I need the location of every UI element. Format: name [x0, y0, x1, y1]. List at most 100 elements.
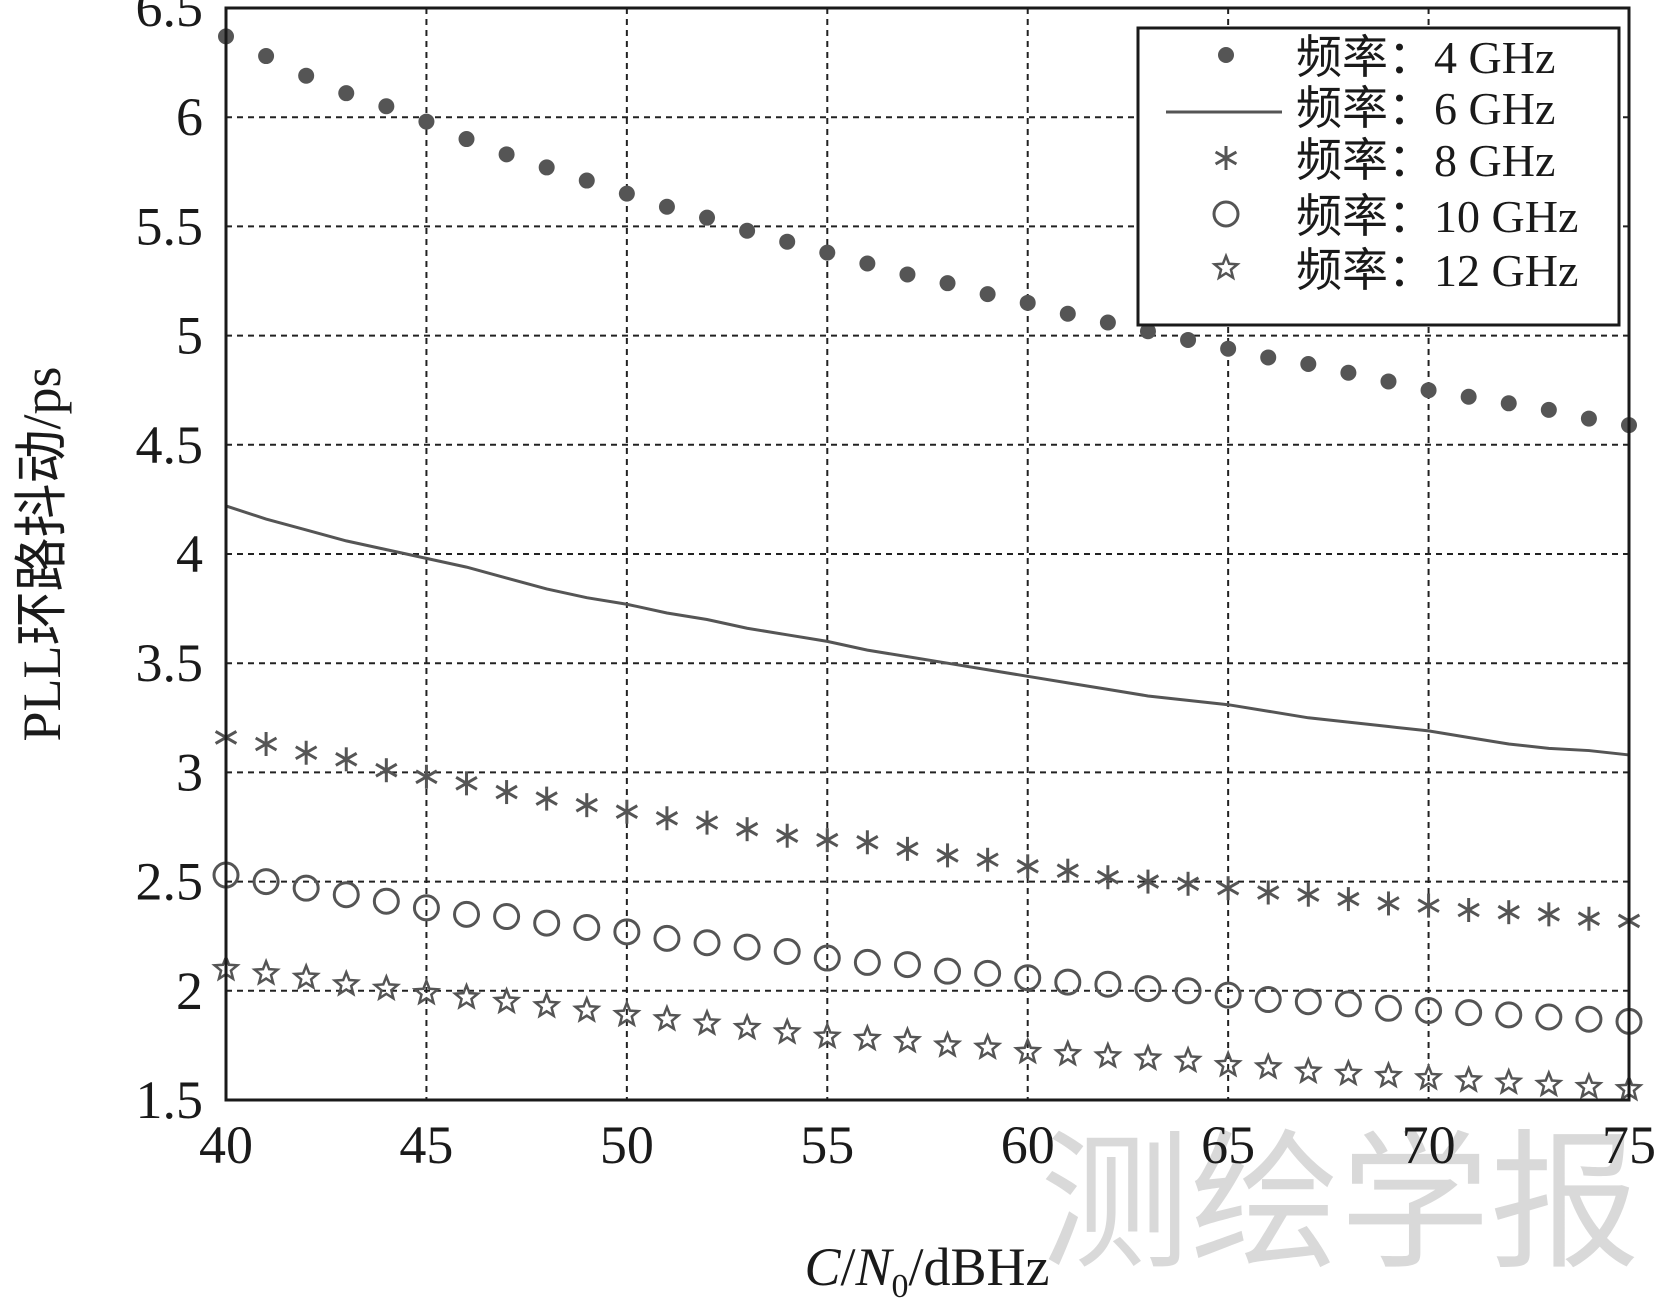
data-point: [1580, 410, 1597, 427]
series-line: [225, 504, 1630, 757]
y-axis-title: PLL环路抖动/ps: [12, 366, 72, 741]
data-point: [936, 843, 959, 868]
data-point: [575, 793, 598, 818]
data-point: [412, 894, 440, 922]
data-point: [893, 951, 921, 979]
data-point: [613, 918, 641, 946]
x-axis-title-subscript: 0: [892, 1268, 909, 1305]
data-point: [1019, 294, 1036, 311]
data-point: [1413, 1062, 1444, 1091]
data-point: [655, 806, 679, 831]
data-point: [1377, 891, 1400, 916]
data-point: [418, 113, 435, 130]
legend-entry-2: 频率：8 GHz: [1214, 135, 1555, 186]
data-point: [852, 1023, 883, 1052]
data-point: [1577, 906, 1601, 931]
data-point: [292, 874, 320, 902]
data-point: [939, 275, 956, 292]
series-3: [212, 861, 1643, 1035]
legend-swatch: [1218, 47, 1234, 63]
data-point: [1535, 1003, 1563, 1031]
data-point: [411, 977, 442, 1006]
data-point: [1059, 305, 1076, 322]
data-point: [1180, 331, 1197, 348]
legend-label: 频率：12 GHz: [1296, 245, 1578, 296]
data-point: [976, 847, 999, 872]
data-point: [538, 159, 555, 176]
data-point: [1096, 865, 1120, 890]
data-point: [1054, 968, 1082, 996]
data-point: [1457, 897, 1480, 922]
data-point: [372, 887, 400, 915]
data-point: [1133, 1043, 1163, 1071]
data-point: [816, 828, 839, 853]
data-point: [1297, 882, 1320, 907]
data-point: [1094, 970, 1122, 998]
series-4: [211, 953, 1644, 1102]
data-point: [572, 995, 602, 1023]
legend-label: 频率：4 GHz: [1296, 32, 1555, 83]
data-point: [1373, 1060, 1404, 1089]
data-point: [491, 986, 522, 1015]
data-point: [331, 968, 361, 997]
data-point: [453, 900, 481, 928]
data-point: [295, 740, 318, 765]
legend-label: 频率：6 GHz: [1296, 83, 1555, 134]
data-point: [1337, 887, 1360, 912]
data-point: [1136, 869, 1160, 894]
x-tick-label: 50: [600, 1115, 654, 1175]
data-point: [1176, 871, 1200, 896]
data-point: [695, 810, 719, 835]
data-point: [1260, 349, 1277, 366]
data-point: [773, 937, 801, 965]
data-point: [1460, 388, 1477, 405]
data-point: [1173, 1045, 1203, 1074]
legend-label: 频率：8 GHz: [1296, 135, 1555, 186]
legend-entry-0: 频率：4 GHz: [1218, 32, 1555, 83]
data-point: [1134, 975, 1162, 1003]
x-tick-label: 70: [1402, 1115, 1456, 1175]
data-point: [772, 1016, 802, 1045]
data-point: [819, 244, 836, 261]
y-tick-label: 3: [176, 742, 203, 802]
x-axis-title: C/N0/dBHz: [804, 1237, 1049, 1305]
data-point: [615, 799, 638, 824]
data-point: [972, 1032, 1003, 1061]
data-point: [1056, 858, 1079, 883]
data-point: [535, 786, 558, 811]
data-point: [735, 817, 759, 842]
data-point: [1214, 981, 1242, 1009]
data-point: [1420, 382, 1437, 399]
data-point: [1495, 1001, 1523, 1029]
data-point: [1293, 1056, 1323, 1085]
legend-swatch: [1211, 252, 1241, 281]
x-axis-title-n: N: [855, 1237, 895, 1297]
x-tick-label: 40: [199, 1115, 253, 1175]
data-point: [1253, 1051, 1283, 1080]
data-point: [252, 868, 280, 896]
x-tick-label: 65: [1201, 1115, 1255, 1175]
data-point: [934, 957, 962, 985]
series-1: [225, 504, 1630, 757]
x-axis-title-c: C: [804, 1237, 841, 1297]
legend-swatch: [1212, 200, 1240, 228]
data-point: [813, 944, 841, 972]
series-0: [218, 28, 1637, 434]
series-2: [214, 725, 1641, 933]
data-point: [1333, 1058, 1364, 1087]
data-point: [1417, 893, 1440, 918]
data-point: [1453, 1064, 1484, 1093]
data-point: [298, 67, 315, 84]
x-tick-label: 55: [800, 1115, 854, 1175]
y-tick-label: 5: [176, 306, 203, 366]
data-point: [1415, 996, 1443, 1024]
data-point: [653, 924, 681, 952]
data-point: [451, 981, 482, 1010]
y-tick-label: 6.5: [136, 0, 204, 38]
watermark: 测绘学报: [1040, 1117, 1640, 1291]
legend-label: 频率：10 GHz: [1296, 191, 1578, 242]
data-point: [1139, 323, 1156, 340]
data-point: [1016, 854, 1039, 879]
data-point: [932, 1029, 963, 1058]
data-point: [415, 764, 438, 789]
